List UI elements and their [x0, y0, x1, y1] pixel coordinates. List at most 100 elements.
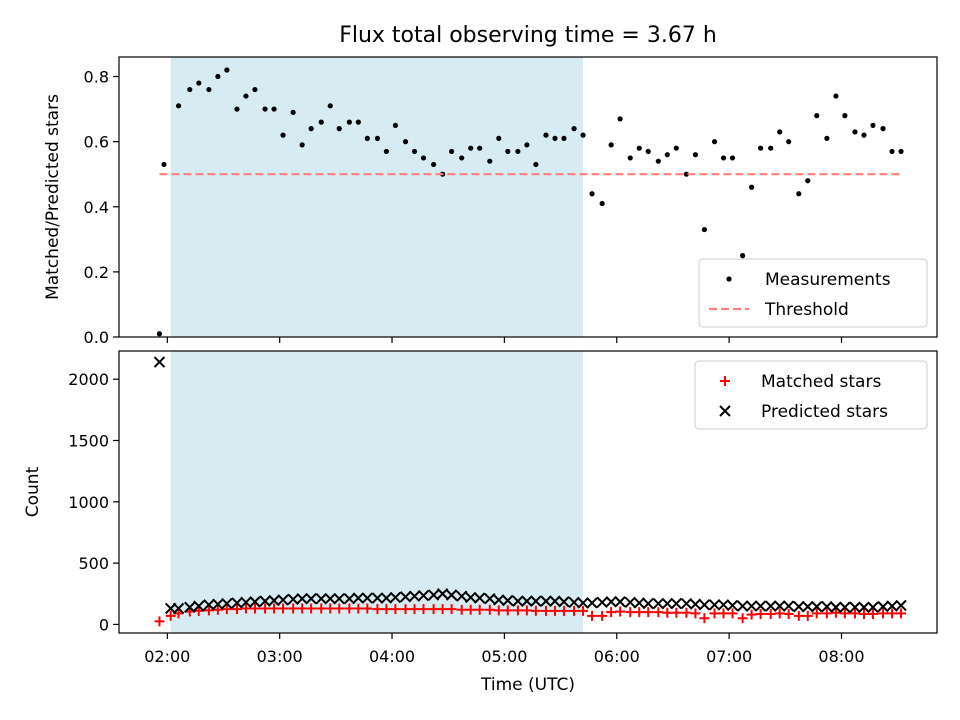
- plot-frame: [118, 350, 938, 634]
- data-point: [671, 607, 682, 618]
- data-point: [521, 605, 532, 616]
- data-point: [428, 604, 439, 615]
- data-point: [308, 126, 314, 132]
- data-point: [870, 122, 876, 128]
- data-point: [842, 113, 848, 119]
- data-point: [515, 148, 521, 155]
- data-point: [805, 178, 811, 184]
- data-point: [268, 594, 280, 607]
- data-point: [786, 139, 792, 145]
- data-point: [383, 148, 390, 155]
- data-point: [589, 191, 595, 197]
- x-tick-label: 06:00: [594, 647, 640, 666]
- data-point: [614, 596, 626, 608]
- data-point: [505, 148, 511, 155]
- data-point: [543, 132, 549, 138]
- data-point: [473, 592, 486, 604]
- data-point: [867, 601, 879, 613]
- data-point: [306, 603, 317, 614]
- data-point: [655, 158, 661, 164]
- data-point: [343, 592, 356, 605]
- data-point: [446, 604, 457, 615]
- data-point: [821, 608, 832, 619]
- data-point: [824, 135, 830, 141]
- data-point: [371, 592, 384, 604]
- data-point: [757, 145, 764, 151]
- data-point: [193, 605, 204, 616]
- data-point: [399, 591, 412, 603]
- data-point: [540, 595, 552, 607]
- y-axis-label: Matched/Predicted stars: [43, 94, 63, 300]
- y-tick-label: 500: [78, 554, 109, 573]
- y-tick-label: 1000: [68, 493, 109, 512]
- data-point: [699, 613, 710, 624]
- data-point: [512, 605, 523, 616]
- data-point: [670, 597, 683, 610]
- y-tick-label: 0.2: [84, 263, 109, 282]
- data-point: [720, 155, 727, 161]
- data-point: [417, 589, 430, 602]
- data-point: [296, 592, 308, 605]
- data-point: [252, 86, 258, 93]
- data-point: [325, 603, 336, 614]
- data-point: [290, 109, 296, 115]
- data-point: [617, 116, 623, 122]
- data-point: [418, 604, 429, 615]
- data-point: [374, 135, 381, 141]
- data-point: [240, 596, 252, 609]
- data-point: [708, 599, 721, 611]
- data-point: [361, 592, 374, 604]
- data-point: [445, 589, 458, 601]
- data-point: [203, 599, 215, 611]
- data-point: [736, 600, 749, 612]
- data-point: [212, 598, 224, 610]
- data-point: [259, 595, 271, 607]
- data-point: [184, 601, 196, 613]
- data-point: [355, 119, 361, 125]
- data-point: [692, 152, 699, 158]
- data-point: [755, 608, 766, 619]
- data-point: [689, 598, 702, 610]
- data-point: [549, 605, 560, 616]
- data-point: [811, 608, 822, 619]
- y-axis-label: Count: [23, 466, 43, 517]
- series-matched-stars: [154, 603, 907, 627]
- data-point: [768, 145, 774, 151]
- data-point: [587, 610, 598, 621]
- data-point: [833, 93, 839, 99]
- data-point: [777, 129, 783, 135]
- y-tick-label: 0.8: [84, 68, 109, 87]
- data-point: [861, 132, 867, 138]
- observing-window-shade: [170, 351, 584, 633]
- data-point: [324, 592, 336, 605]
- data-point: [746, 609, 757, 620]
- data-point: [512, 595, 524, 607]
- x-axis-label: Time (UTC): [480, 675, 575, 695]
- data-point: [353, 603, 364, 614]
- data-point: [645, 148, 651, 155]
- data-point: [161, 161, 167, 168]
- data-point: [814, 113, 820, 119]
- data-point: [474, 604, 485, 615]
- x-tick-label: 02:00: [144, 647, 190, 666]
- data-point: [271, 106, 277, 112]
- data-point: [662, 607, 673, 618]
- data-point: [346, 119, 352, 125]
- data-point: [802, 600, 814, 613]
- data-point: [782, 600, 795, 612]
- data-point: [578, 605, 589, 616]
- data-point: [262, 106, 268, 112]
- data-point: [729, 155, 736, 161]
- data-point: [524, 142, 530, 148]
- legend-box: [698, 258, 928, 328]
- data-point: [408, 590, 421, 602]
- data-point: [615, 606, 626, 617]
- data-point: [243, 93, 249, 99]
- data-point: [288, 603, 299, 614]
- data-point: [196, 80, 202, 86]
- data-point: [234, 106, 240, 112]
- data-point: [269, 603, 280, 614]
- legend: Measurements Threshold: [698, 258, 928, 328]
- y-tick-label: 0.0: [84, 328, 109, 347]
